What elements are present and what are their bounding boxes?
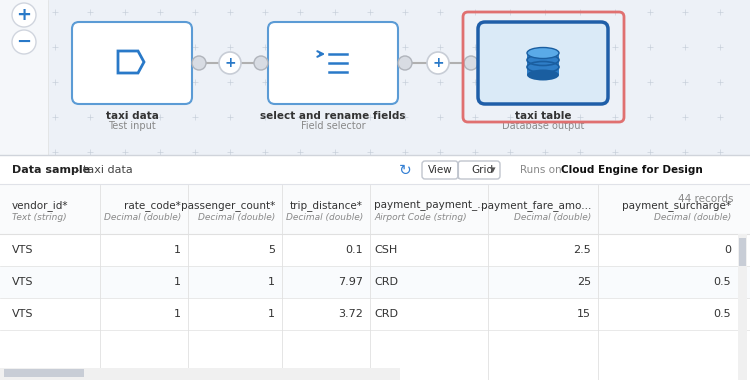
Circle shape (192, 56, 206, 70)
Text: Test input: Test input (108, 121, 156, 131)
Text: taxi data: taxi data (106, 111, 158, 121)
Text: - taxi data: - taxi data (72, 165, 133, 175)
Text: 3.72: 3.72 (338, 309, 363, 319)
Text: −: − (16, 33, 32, 51)
Text: Decimal (double): Decimal (double) (198, 213, 275, 222)
Text: +: + (224, 56, 236, 70)
FancyBboxPatch shape (478, 22, 608, 104)
Ellipse shape (527, 70, 559, 81)
Text: VTS: VTS (12, 245, 34, 255)
Bar (0, 234, 750, 266)
Bar (0, 0, 48, 155)
Bar (738, 234, 747, 380)
Text: View: View (427, 165, 452, 175)
Text: Text (string): Text (string) (12, 213, 67, 222)
Text: 1: 1 (174, 245, 181, 255)
Bar (0, 155, 750, 380)
Text: 1: 1 (268, 309, 275, 319)
Text: Decimal (double): Decimal (double) (514, 213, 591, 222)
Circle shape (464, 56, 478, 70)
Circle shape (398, 56, 412, 70)
Text: trip_distance*: trip_distance* (290, 200, 363, 211)
Text: +: + (432, 56, 444, 70)
Bar (0, 185, 750, 234)
Text: Cloud Engine for Design: Cloud Engine for Design (561, 165, 703, 175)
Text: CRD: CRD (374, 309, 398, 319)
Text: 25: 25 (577, 277, 591, 287)
Bar (0, 156, 750, 184)
Text: payment_payment_...: payment_payment_... (374, 201, 488, 211)
Text: 0.5: 0.5 (713, 277, 731, 287)
Circle shape (254, 56, 268, 70)
Text: 7.97: 7.97 (338, 277, 363, 287)
Text: +: + (16, 6, 32, 24)
Circle shape (12, 3, 36, 27)
FancyBboxPatch shape (72, 22, 192, 104)
Text: 0.1: 0.1 (345, 245, 363, 255)
Text: 1: 1 (174, 309, 181, 319)
Text: Grid: Grid (471, 165, 494, 175)
Text: Runs on: Runs on (520, 165, 562, 175)
Text: Decimal (double): Decimal (double) (104, 213, 181, 222)
Text: Decimal (double): Decimal (double) (654, 213, 731, 222)
Text: ▾: ▾ (490, 165, 496, 175)
Text: CRD: CRD (374, 277, 398, 287)
Text: 1: 1 (174, 277, 181, 287)
Text: Database output: Database output (502, 121, 584, 131)
Text: Field selector: Field selector (301, 121, 365, 131)
Bar (739, 238, 746, 266)
Text: Decimal (double): Decimal (double) (286, 213, 363, 222)
Text: VTS: VTS (12, 309, 34, 319)
Text: 5: 5 (268, 245, 275, 255)
Text: VTS: VTS (12, 277, 34, 287)
Text: taxi table: taxi table (514, 111, 572, 121)
Text: Data sample: Data sample (12, 165, 90, 175)
Text: 0: 0 (724, 245, 731, 255)
Bar (0, 0, 750, 155)
Circle shape (427, 52, 449, 74)
Text: 0.5: 0.5 (713, 309, 731, 319)
Text: rate_code*: rate_code* (124, 200, 181, 211)
Text: passenger_count*: passenger_count* (181, 200, 275, 211)
Text: ↻: ↻ (399, 163, 411, 177)
FancyBboxPatch shape (458, 161, 500, 179)
Text: payment_fare_amo...: payment_fare_amo... (481, 200, 591, 211)
Text: select and rename fields: select and rename fields (260, 111, 406, 121)
FancyBboxPatch shape (268, 22, 398, 104)
Circle shape (12, 30, 36, 54)
Bar (4, 369, 84, 377)
Text: Airport Code (string): Airport Code (string) (374, 213, 466, 222)
Bar (0, 266, 750, 298)
Text: 2.5: 2.5 (573, 245, 591, 255)
Text: vendor_id*: vendor_id* (12, 200, 68, 211)
Text: 1: 1 (268, 277, 275, 287)
Bar (0, 298, 750, 330)
Text: payment_surcharge*: payment_surcharge* (622, 200, 731, 211)
Ellipse shape (527, 48, 559, 59)
Bar (0, 368, 400, 380)
Circle shape (219, 52, 241, 74)
Text: 15: 15 (577, 309, 591, 319)
Bar (527, 53, 559, 75)
Text: 44 records: 44 records (677, 194, 733, 204)
Text: CSH: CSH (374, 245, 398, 255)
FancyBboxPatch shape (422, 161, 458, 179)
